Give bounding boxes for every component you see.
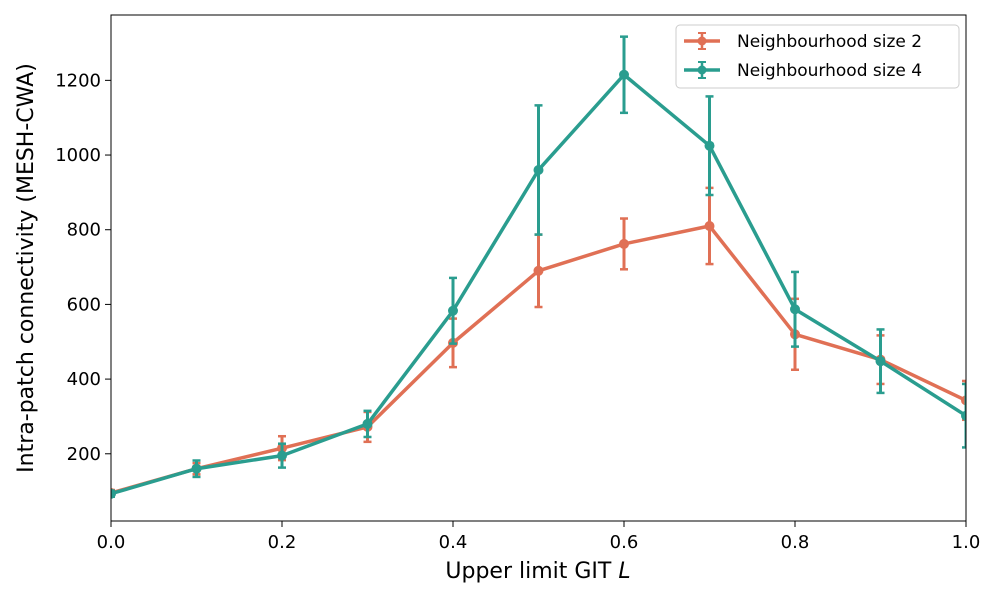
x-tick-label: 0.2	[268, 532, 297, 553]
y-axis: 200 400 600 800 1000 1200	[55, 70, 111, 465]
legend-item: Neighbourhood size 2	[684, 32, 922, 52]
data-point	[362, 418, 373, 429]
y-tick-label: 1000	[55, 145, 101, 166]
y-tick-label: 800	[67, 220, 101, 241]
data-point	[704, 220, 715, 231]
data-point	[191, 463, 202, 474]
data-point	[533, 265, 544, 276]
x-axis-title-text: Upper limit GIT	[445, 559, 612, 584]
x-axis-title-variable: L	[618, 559, 630, 584]
y-tick-label: 600	[67, 294, 101, 315]
data-point	[111, 488, 116, 499]
y-tick-label: 200	[67, 444, 101, 465]
y-tick-label: 400	[67, 369, 101, 390]
y-tick-label: 1200	[55, 70, 101, 91]
data-point	[448, 305, 458, 316]
x-tick-label: 0.4	[439, 532, 468, 553]
legend-marker	[697, 65, 707, 75]
x-axis: 0.0 0.2 0.4 0.6 0.8 1.0	[97, 521, 981, 553]
x-tick-label: 0.0	[97, 532, 126, 553]
plot-area	[111, 35, 966, 499]
series-2	[111, 35, 966, 499]
data-point	[790, 304, 800, 315]
legend-item: Neighbourhood size 4	[684, 61, 922, 81]
data-point	[875, 356, 886, 367]
data-point	[533, 164, 544, 175]
data-point	[277, 450, 287, 461]
legend: Neighbourhood size 2 Neighbourhood size 4	[675, 24, 960, 89]
data-point	[619, 69, 629, 80]
data-point	[619, 238, 629, 249]
legend-marker	[697, 36, 707, 46]
y-axis-title: Intra-patch connectivity (MESH-CWA)	[14, 63, 39, 473]
plot-frame	[110, 14, 967, 522]
legend-label: Neighbourhood size 4	[737, 61, 922, 81]
data-point	[961, 410, 966, 421]
x-tick-label: 0.6	[610, 532, 639, 553]
x-axis-title: Upper limit GIT L	[445, 559, 630, 584]
x-tick-label: 0.8	[781, 532, 810, 553]
data-point	[704, 140, 715, 151]
legend-label: Neighbourhood size 2	[737, 32, 922, 52]
legend-box	[675, 24, 960, 89]
x-tick-label: 1.0	[952, 532, 981, 553]
